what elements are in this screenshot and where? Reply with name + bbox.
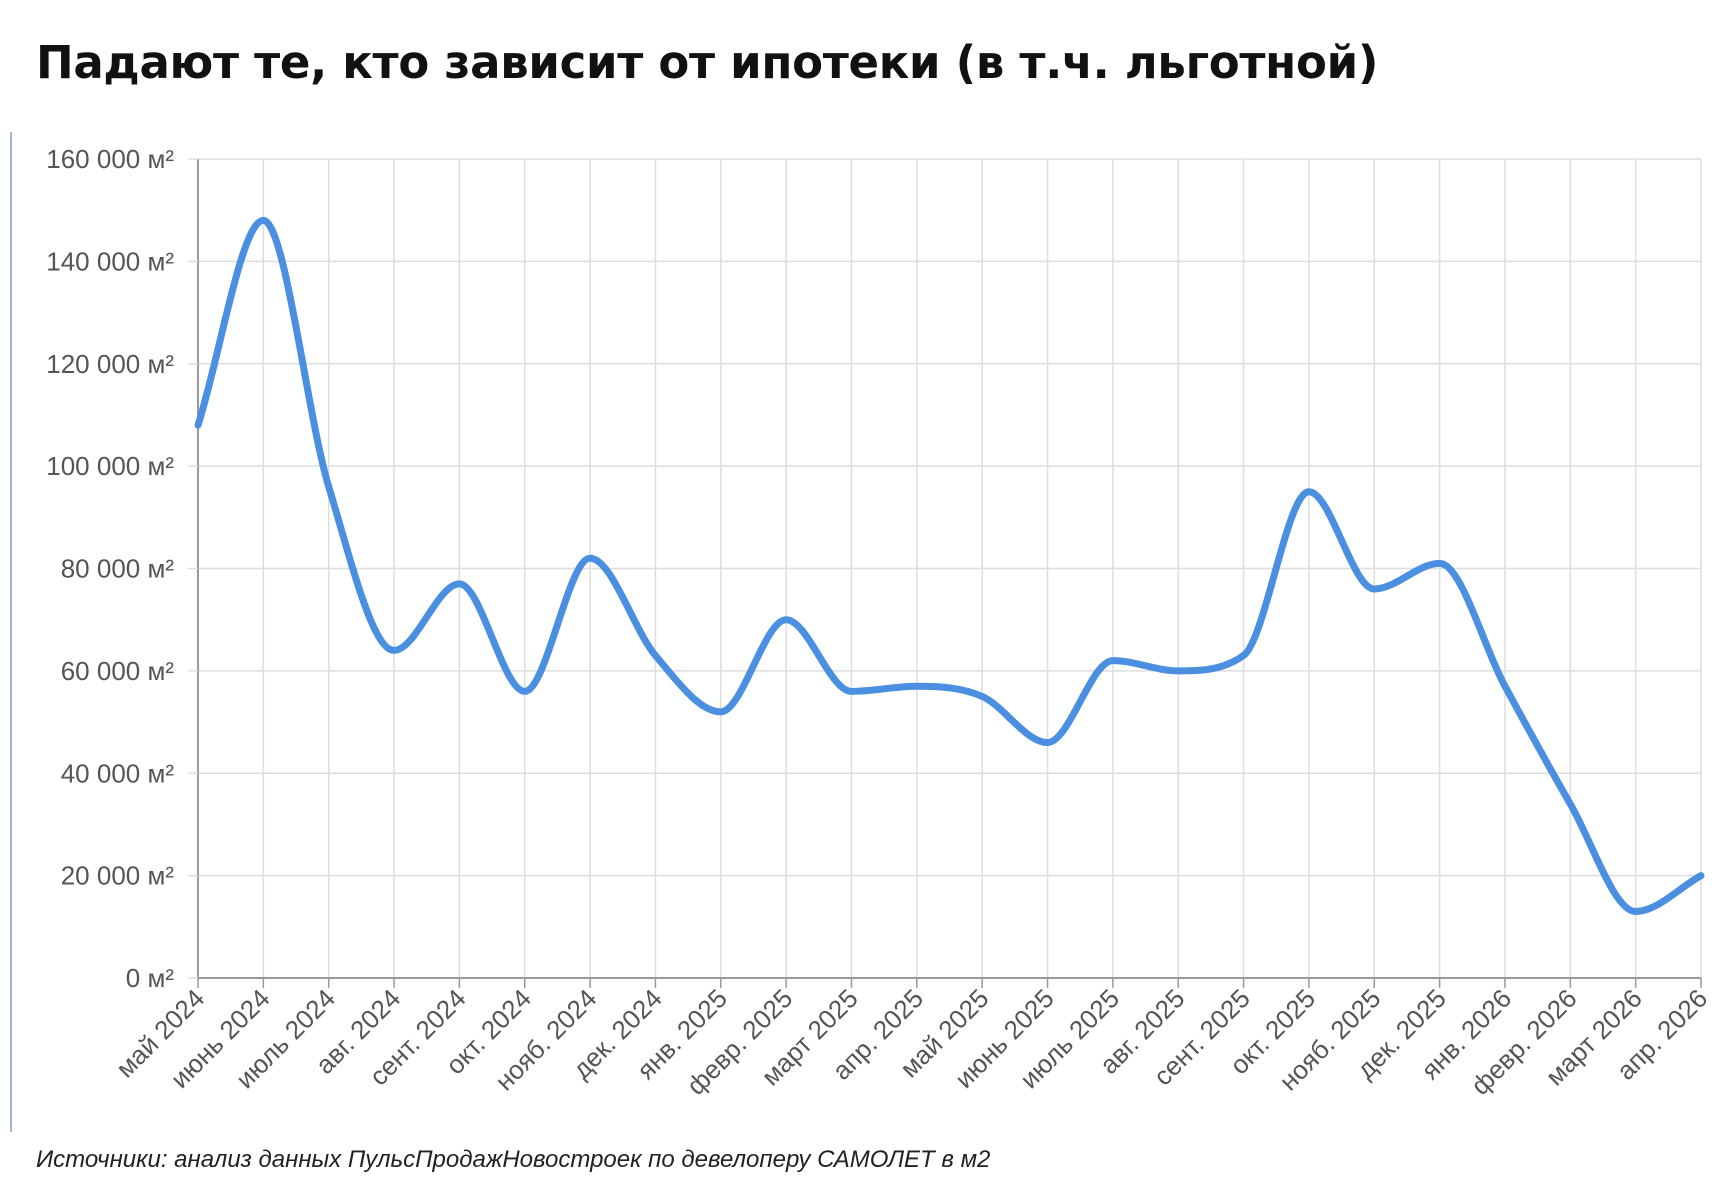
data-point	[455, 580, 463, 588]
data-point	[586, 554, 594, 562]
y-axis-ticks: 0 м² 20 000 м² 40 000 м² 60 000 м² 80 000 м²…	[46, 144, 198, 993]
y-tick-label: 80 000 м²	[61, 554, 175, 584]
data-point	[1044, 739, 1052, 747]
source-note: Источники: анализ данных ПульсПродажНово…	[36, 1146, 991, 1173]
data-point	[1370, 585, 1378, 593]
y-tick-label: 140 000 м²	[46, 246, 174, 276]
data-point	[1109, 657, 1117, 665]
y-tick-label: 120 000 м²	[46, 349, 174, 379]
data-point	[847, 687, 855, 695]
y-tick-label: 100 000 м²	[46, 451, 174, 481]
y-tick-label: 20 000 м²	[61, 861, 175, 891]
data-point	[1305, 488, 1313, 496]
data-point	[194, 421, 202, 429]
chart-series	[194, 216, 1705, 915]
data-point	[651, 652, 659, 660]
data-point	[259, 216, 267, 224]
data-point	[1240, 652, 1248, 660]
left-divider	[10, 132, 12, 1132]
y-tick-label: 60 000 м²	[61, 656, 175, 686]
data-point	[1174, 667, 1182, 675]
data-point	[1697, 872, 1705, 880]
data-point	[1566, 800, 1574, 808]
chart-title: Падают те, кто зависит от ипотеки (в т.ч…	[36, 36, 1379, 89]
series-line	[194, 216, 1705, 915]
data-point	[978, 692, 986, 700]
y-tick-label: 160 000 м²	[46, 144, 174, 174]
y-tick-label: 0 м²	[126, 963, 175, 993]
data-point	[390, 646, 398, 654]
chart-grid	[198, 158, 1702, 978]
data-point	[521, 687, 529, 695]
data-point	[1501, 682, 1509, 690]
data-point	[1436, 559, 1444, 567]
data-point	[913, 682, 921, 690]
y-tick-label: 40 000 м²	[61, 758, 175, 788]
data-point	[325, 483, 333, 491]
data-point	[717, 708, 725, 716]
data-point	[782, 616, 790, 624]
data-point	[1632, 907, 1640, 915]
